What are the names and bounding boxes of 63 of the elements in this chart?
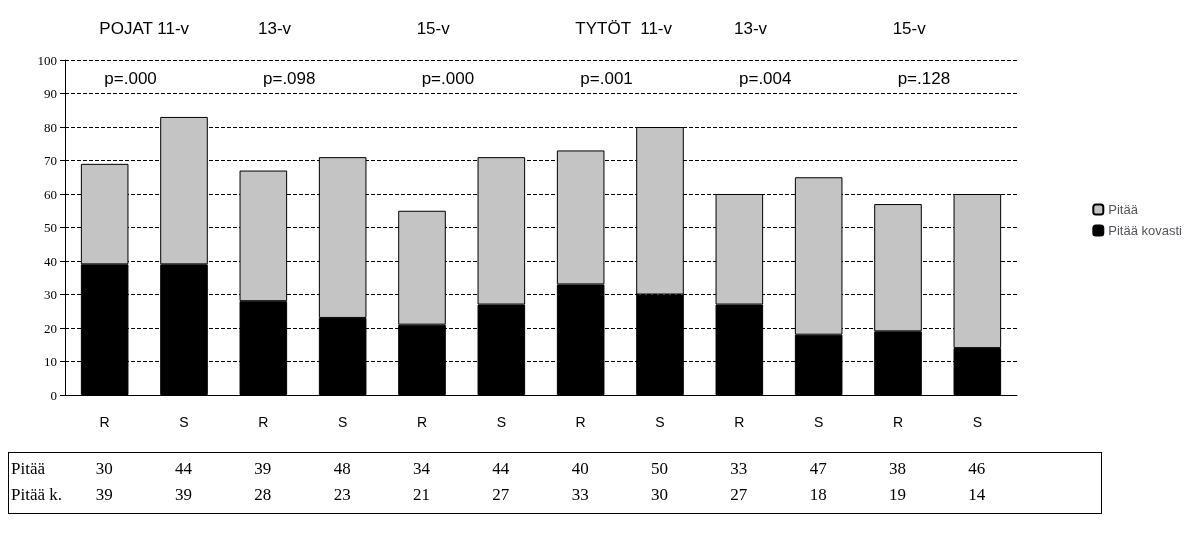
data-label: 21 (413, 485, 430, 505)
data-label: 44 (492, 459, 510, 479)
data-label: 18 (809, 485, 827, 505)
y-tick-label: 30 (44, 287, 57, 302)
x-tick-label: S (496, 414, 507, 430)
x-tick-label: R (258, 414, 269, 430)
data-label: 33 (730, 459, 748, 479)
legend-label: Pitää (1108, 202, 1139, 217)
y-tick-label: 40 (44, 253, 57, 269)
text: 15-v (892, 19, 927, 38)
x-tick-label: R (575, 414, 586, 430)
x-tick-label: R (734, 414, 745, 430)
data-label: 28 (254, 485, 272, 505)
data-label: 27 (492, 485, 510, 505)
data-label: 30 (95, 459, 113, 479)
data-label: 30 (651, 485, 668, 505)
x-tick-label: S (179, 414, 189, 430)
data-label: 27 (730, 485, 748, 505)
text: 13-v (734, 19, 768, 38)
annotation: p=.000 (421, 69, 475, 88)
x-tick-label: S (337, 414, 348, 430)
y-tick-label: 100 (37, 52, 57, 68)
y-tick-label: 80 (44, 119, 57, 135)
y-tick-label: 20 (44, 320, 57, 336)
data-label: 38 (889, 459, 906, 479)
y-tick-label: 60 (44, 186, 57, 202)
data-label: 47 (809, 459, 827, 479)
annotation: p=.000 (104, 69, 157, 88)
annotation: p=.098 (263, 69, 316, 88)
data-label: 14 (968, 485, 986, 505)
data-label: 39 (175, 485, 192, 505)
text: POJAT 11-v (99, 19, 190, 38)
y-tick-label: 70 (44, 153, 57, 168)
data-label: 33 (571, 485, 589, 505)
text: Pitää (11, 459, 45, 478)
y-tick-label: 50 (44, 220, 57, 235)
y-tick-label: 10 (44, 354, 57, 369)
annotation: p=.004 (739, 69, 792, 88)
text: 15-v (416, 19, 451, 38)
annotation: p=.001 (580, 69, 633, 88)
x-tick-label: S (813, 414, 824, 430)
annotation: p=.128 (897, 69, 951, 88)
data-label: 50 (651, 459, 668, 479)
text: 13-v (258, 19, 292, 38)
y-tick-label: 90 (44, 86, 57, 101)
data-label: 48 (333, 459, 351, 479)
data-label: 23 (333, 485, 351, 505)
text: Pitää k. (11, 485, 62, 505)
data-label: 44 (175, 459, 192, 479)
data-label: 19 (889, 485, 906, 505)
x-tick-label: S (972, 414, 983, 430)
x-tick-label: S (655, 414, 665, 430)
data-label: 40 (571, 459, 589, 479)
data-label: 39 (95, 485, 113, 505)
data-label: 46 (968, 459, 986, 479)
y-tick-label: 0 (50, 387, 57, 403)
data-label: 34 (413, 459, 430, 479)
x-tick-label: R (99, 414, 110, 430)
legend-label: Pitää kovasti (1108, 223, 1183, 238)
text: TYTÖT 11-v (575, 19, 673, 38)
x-tick-label: R (416, 414, 428, 430)
x-tick-label: R (892, 414, 904, 430)
data-label: 39 (254, 459, 272, 479)
